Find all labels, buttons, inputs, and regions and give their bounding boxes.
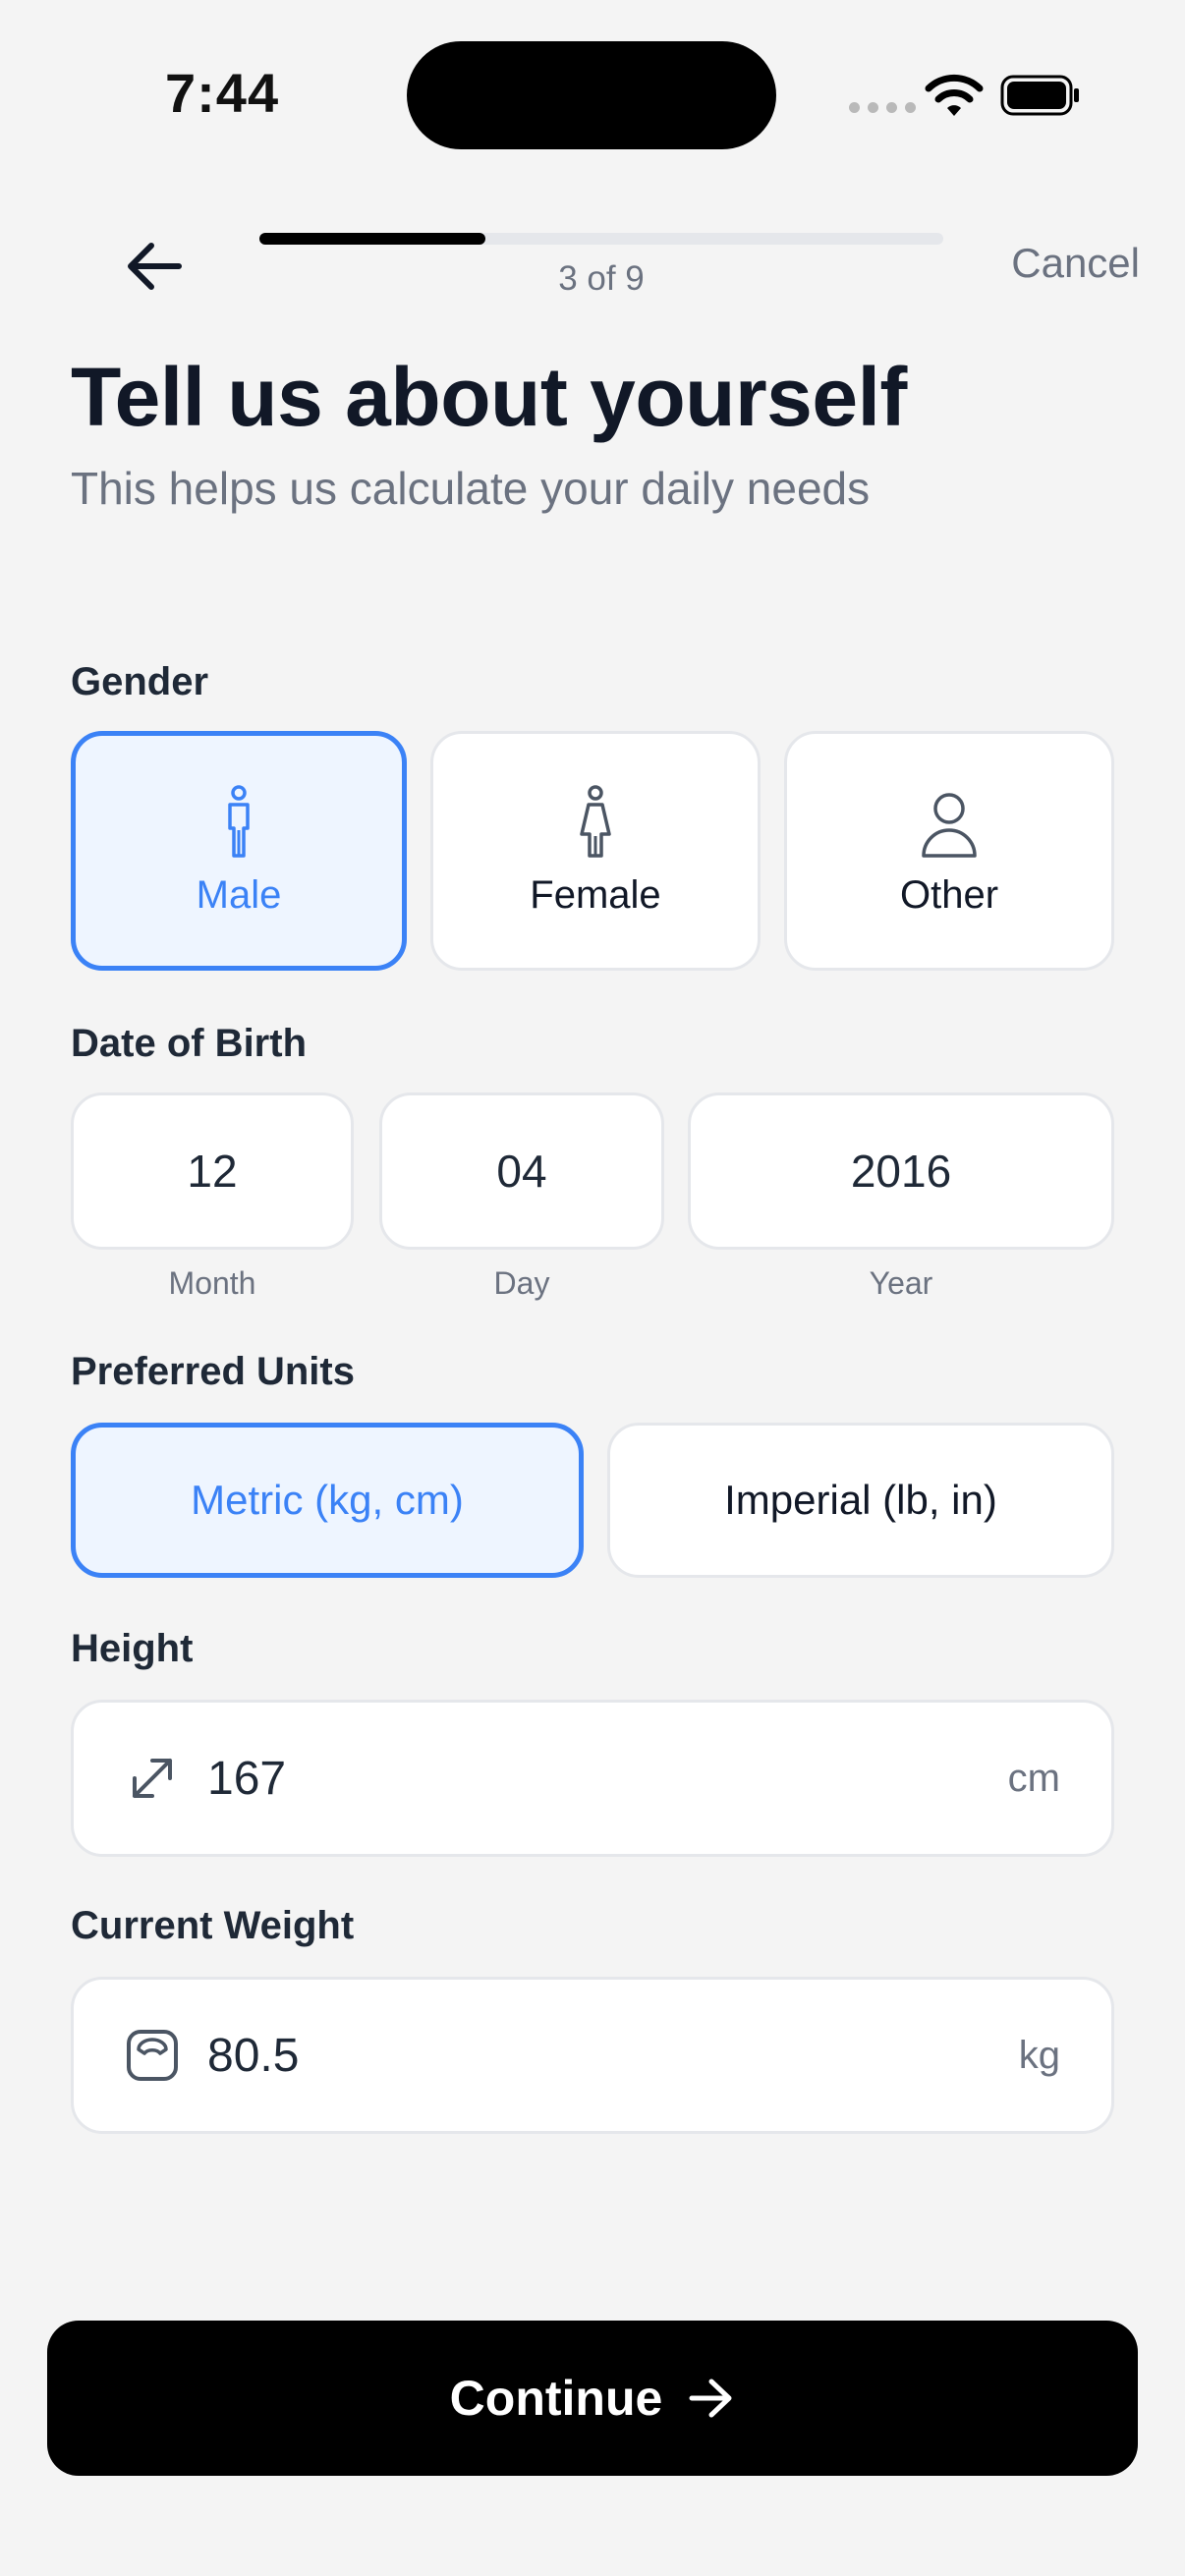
dob-day-value: 04 [496,1146,547,1197]
height-unit: cm [1007,1756,1060,1800]
dob-label: Date of Birth [71,1022,307,1065]
back-arrow-icon[interactable] [120,232,189,301]
progress-bar-fill [259,233,485,245]
dob-month-value: 12 [187,1146,238,1197]
units-option-label: Metric (kg, cm) [191,1477,464,1523]
status-time: 7:44 [165,62,280,124]
male-icon [228,784,250,858]
dob-year-field[interactable]: 2016 [688,1092,1114,1250]
dob-month-caption: Month [168,1265,256,1301]
page-title: Tell us about yourself [71,351,907,443]
units-label: Preferred Units [71,1350,355,1393]
person-icon [922,792,977,858]
weight-label: Current Weight [71,1904,355,1947]
gender-label: Gender [71,660,209,703]
dob-day-caption: Day [493,1265,550,1301]
gender-option-label: Male [196,872,282,917]
height-label: Height [71,1627,194,1670]
units-option-label: Imperial (lb, in) [724,1477,997,1523]
gender-option-label: Other [899,872,999,917]
wifi-icon [925,74,984,116]
units-option-imperial[interactable]: Imperial (lb, in) [607,1423,1114,1578]
female-icon [580,784,611,858]
continue-button[interactable]: Continue [47,2321,1138,2476]
dob-year-caption: Year [869,1265,933,1301]
gender-option-other[interactable]: Other [784,731,1114,971]
battery-icon [1000,75,1079,116]
gender-option-label: Female [530,872,661,917]
dynamic-island [407,41,776,149]
dob-day-field[interactable]: 04 [379,1092,664,1250]
weight-unit: kg [1018,2033,1060,2077]
units-option-metric[interactable]: Metric (kg, cm) [71,1423,584,1578]
gender-option-female[interactable]: Female [430,731,761,971]
dob-year-value: 2016 [850,1146,952,1197]
cellular-signal-icon [849,102,916,113]
page-subtitle: This helps us calculate your daily needs [71,463,871,514]
arrow-right-icon [689,2379,732,2418]
dob-month-field[interactable]: 12 [71,1092,354,1250]
weight-input[interactable]: 80.5 kg [71,1977,1114,2134]
step-indicator: 3 of 9 [558,259,645,298]
resize-arrows-icon [133,1759,172,1798]
weight-value: 80.5 [207,2029,300,2082]
continue-label: Continue [449,2371,663,2426]
cancel-button[interactable]: Cancel [1011,240,1140,286]
height-input[interactable]: 167 cm [71,1700,1114,1857]
progress-bar [259,233,943,245]
scale-icon [127,2030,178,2081]
gender-option-male[interactable]: Male [71,731,407,971]
height-value: 167 [207,1752,287,1805]
